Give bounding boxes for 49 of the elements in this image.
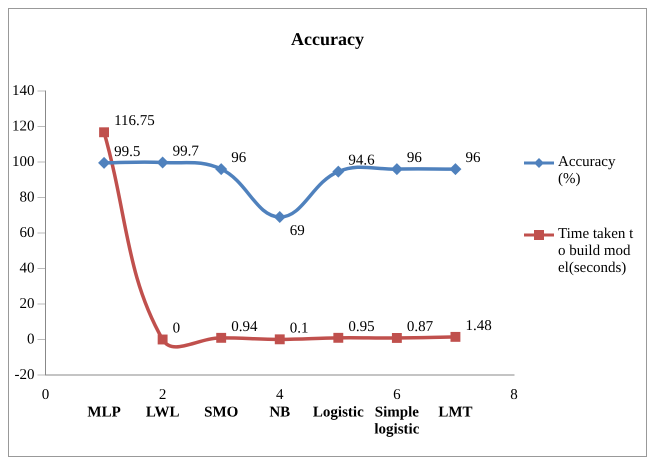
data-label: 0.1 <box>290 320 308 336</box>
point <box>450 332 460 342</box>
y-tick-label: 140 <box>12 82 34 99</box>
legend-label: Accuracy(%) <box>558 154 616 188</box>
y-tick-label: 100 <box>12 154 34 170</box>
data-label: 94.6 <box>348 152 376 169</box>
data-label: 96 <box>465 150 481 166</box>
point <box>274 211 286 224</box>
data-label: 116.75 <box>114 113 155 130</box>
y-tick-label: 40 <box>20 260 34 276</box>
text: NB <box>269 404 290 420</box>
x-tick-label: 6 <box>393 386 402 403</box>
point <box>158 334 168 344</box>
y-tick-label: 80 <box>20 189 34 206</box>
text: Logistic <box>312 404 364 420</box>
point <box>99 127 110 138</box>
text: SMO <box>204 404 238 420</box>
x-tick-label: 4 <box>276 386 284 403</box>
text: LMT <box>438 404 473 420</box>
data-label: 1.48 <box>465 318 492 334</box>
y-tick-label: 120 <box>12 118 34 134</box>
data-label: 96 <box>231 150 247 166</box>
point <box>392 333 402 343</box>
y-tick-label: 60 <box>20 224 34 241</box>
legend-label: Time taken to build model(seconds) <box>558 226 634 277</box>
data-label: 0.87 <box>406 318 434 335</box>
y-tick-label: -20 <box>14 366 34 383</box>
chart-title: Accuracy <box>290 28 365 51</box>
x-tick-label: 2 <box>158 386 166 403</box>
text: MLP <box>87 404 121 420</box>
point <box>390 163 403 176</box>
data-label: 99.7 <box>172 143 200 160</box>
point <box>332 166 344 178</box>
point <box>333 332 344 343</box>
data-label: 0.95 <box>348 318 375 335</box>
data-label: 0.94 <box>231 318 258 335</box>
point <box>216 332 226 343</box>
data-label: 69 <box>290 222 305 239</box>
data-label: 99.5 <box>114 144 140 160</box>
text: Simple logistic <box>374 404 420 438</box>
point <box>274 334 285 344</box>
y-tick-label: 0 <box>27 331 34 348</box>
x-tick-label: 8 <box>510 386 518 403</box>
point <box>215 163 228 176</box>
data-label: 0 <box>172 320 180 336</box>
y-tick-label: 20 <box>20 296 34 312</box>
x-tick-label: 0 <box>42 386 50 403</box>
text: LWL <box>146 404 180 420</box>
data-label: 96 <box>406 150 422 166</box>
